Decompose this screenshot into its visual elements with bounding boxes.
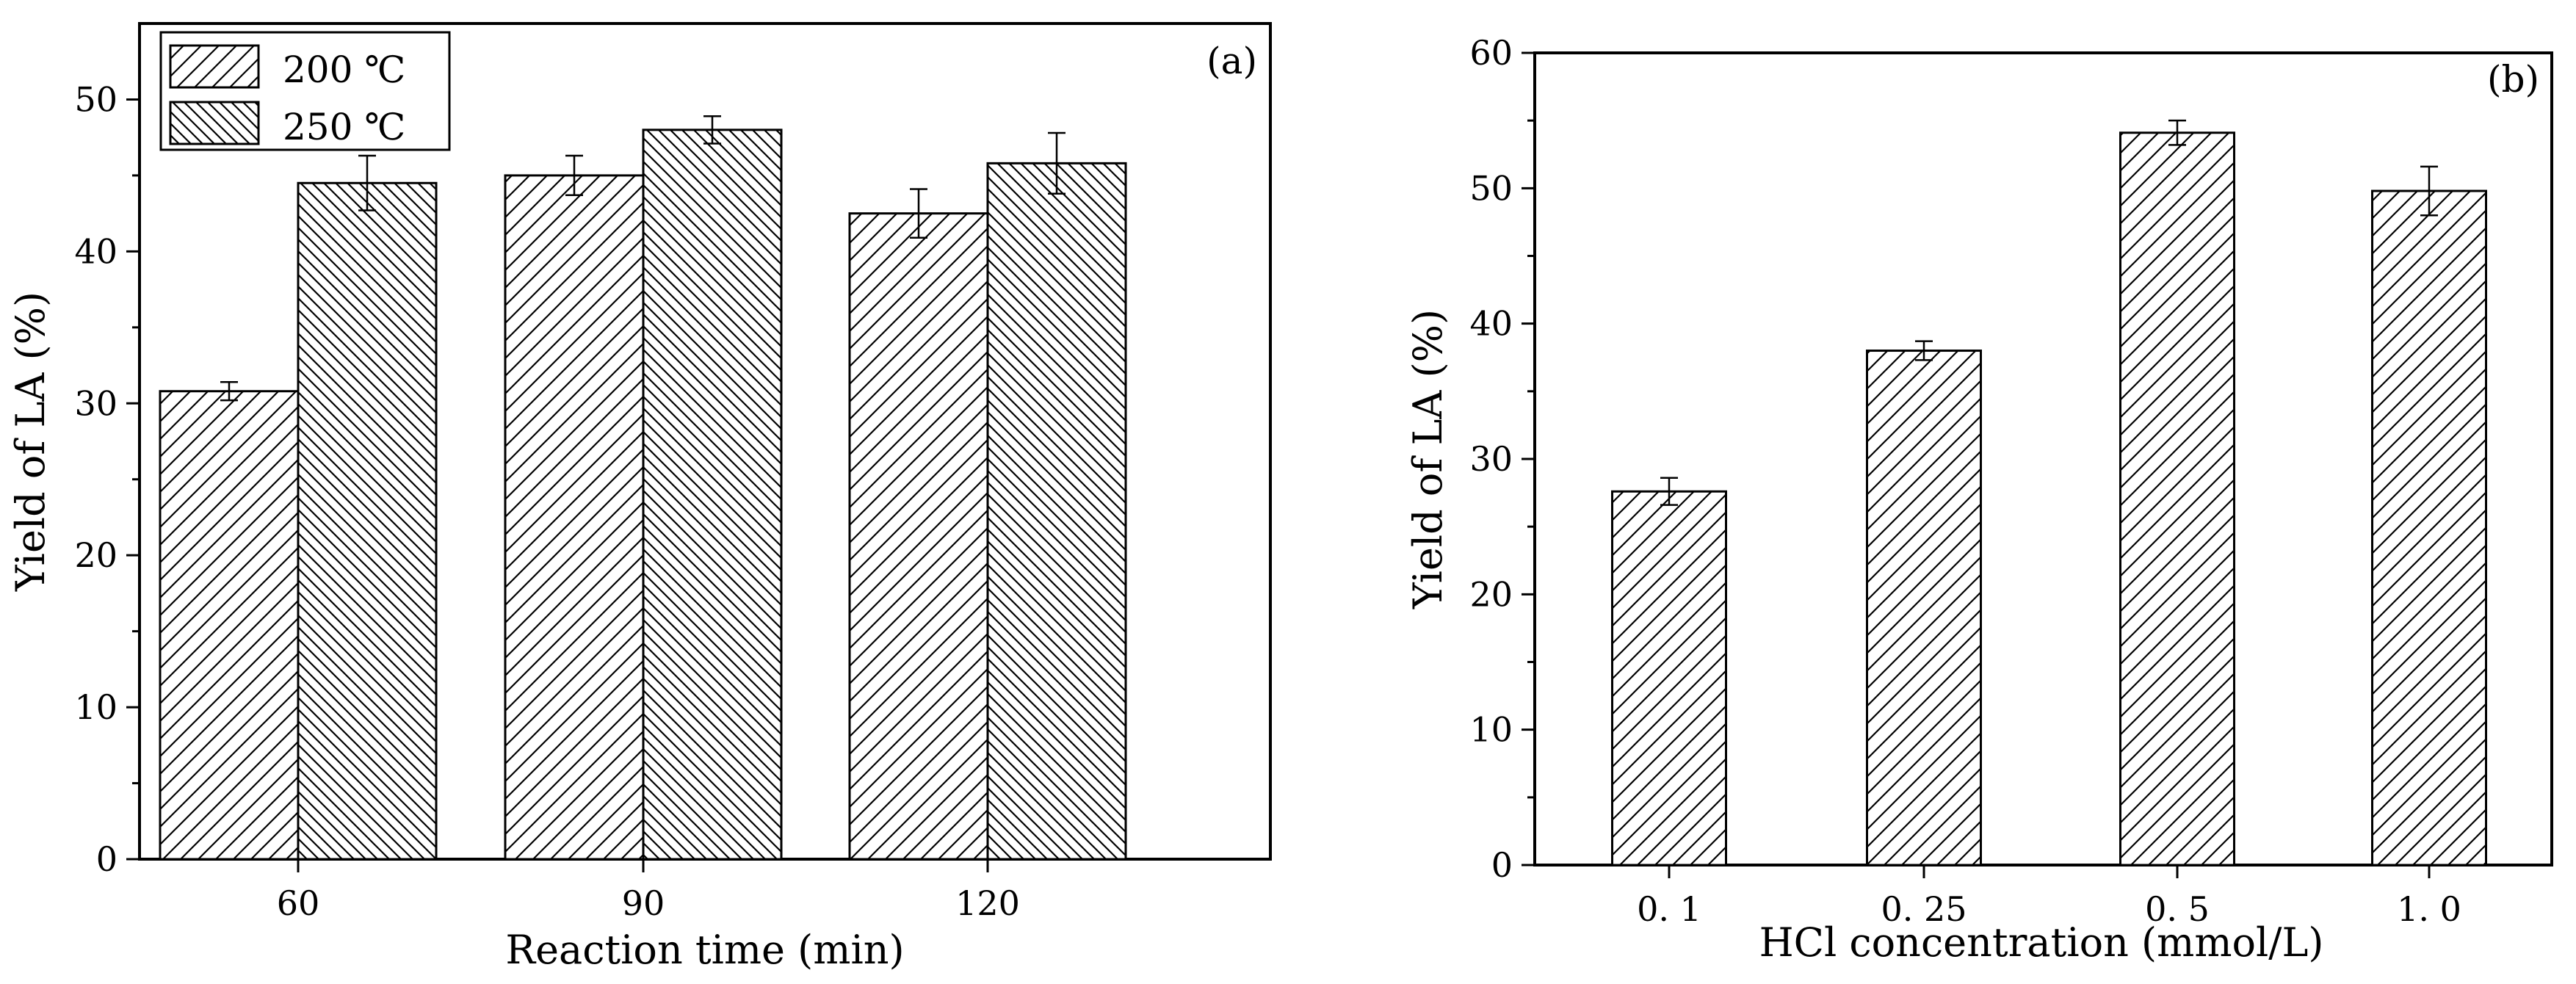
y-axis-a: 0 10 20 30 40 50: [74, 79, 140, 879]
x-axis-label-b: HCl concentration (mmol/L): [1759, 919, 2324, 966]
bar: [986, 162, 1127, 861]
y-axis-label-b: Yield of LA (%): [1405, 309, 1451, 609]
x-axis-label-a: Reaction time (min): [505, 927, 904, 973]
error-bars-b: [1660, 119, 2438, 506]
x-tick-label: 120: [955, 883, 1020, 923]
legend-swatch-250: [169, 101, 260, 145]
bar: [848, 212, 989, 861]
x-tick-label: 60: [277, 883, 320, 923]
y-tick-label: 0: [96, 839, 117, 879]
y-tick-label: 20: [74, 535, 117, 575]
legend-label-250: 250 ℃: [283, 106, 405, 148]
chart-panel-b: 0 10 20 30 40 50 60 0. 1 0. 25 0. 5 1. 0 (b) HCl …: [1405, 33, 2553, 966]
bar: [159, 390, 300, 861]
error-bars-a: [220, 115, 1066, 402]
bar: [297, 181, 438, 861]
y-tick-label: 20: [1469, 574, 1513, 614]
bar: [642, 129, 783, 861]
y-tick-label: 0: [1491, 845, 1513, 885]
x-tick-label: 0. 25: [1881, 889, 1967, 929]
y-tick-label: 40: [74, 231, 117, 271]
y-tick-label: 60: [1469, 33, 1513, 73]
panel-label-a: (a): [1206, 40, 1257, 82]
x-axis-b: 0. 1 0. 25 0. 5 1. 0: [1637, 865, 2461, 929]
panel-label-b: (b): [2487, 58, 2539, 101]
y-tick-label: 30: [74, 383, 117, 423]
bars-b: [1611, 131, 2487, 867]
x-tick-label: 90: [622, 883, 665, 923]
x-tick-label: 0. 5: [2145, 889, 2210, 929]
bar: [2119, 131, 2235, 867]
y-tick-label: 10: [1469, 710, 1513, 750]
legend-label-200: 200 ℃: [283, 48, 405, 91]
y-tick-label: 10: [74, 687, 117, 727]
bar: [1611, 490, 1727, 867]
y-tick-label: 40: [1469, 304, 1513, 344]
bar: [1866, 350, 1982, 867]
x-tick-label: 0. 1: [1637, 889, 1701, 929]
y-tick-label: 50: [1469, 168, 1513, 208]
x-axis-a: 60 90 120: [277, 859, 1020, 923]
y-tick-label: 30: [1469, 439, 1513, 479]
legend-swatch-200: [169, 44, 260, 89]
y-tick-label: 50: [74, 79, 117, 119]
bar: [504, 174, 645, 861]
chart-panel-a: 0 10 20 30 40 50 60 90 120 (a) Reaction time (m…: [7, 22, 1272, 973]
legend-a: 200 ℃ 250 ℃: [159, 31, 451, 151]
y-axis-label-a: Yield of LA (%): [7, 292, 54, 592]
y-axis-b: 0 10 20 30 40 50 60: [1469, 33, 1535, 885]
bar: [2371, 189, 2487, 867]
x-tick-label: 1. 0: [2397, 889, 2461, 929]
bars-a: [159, 129, 1127, 861]
